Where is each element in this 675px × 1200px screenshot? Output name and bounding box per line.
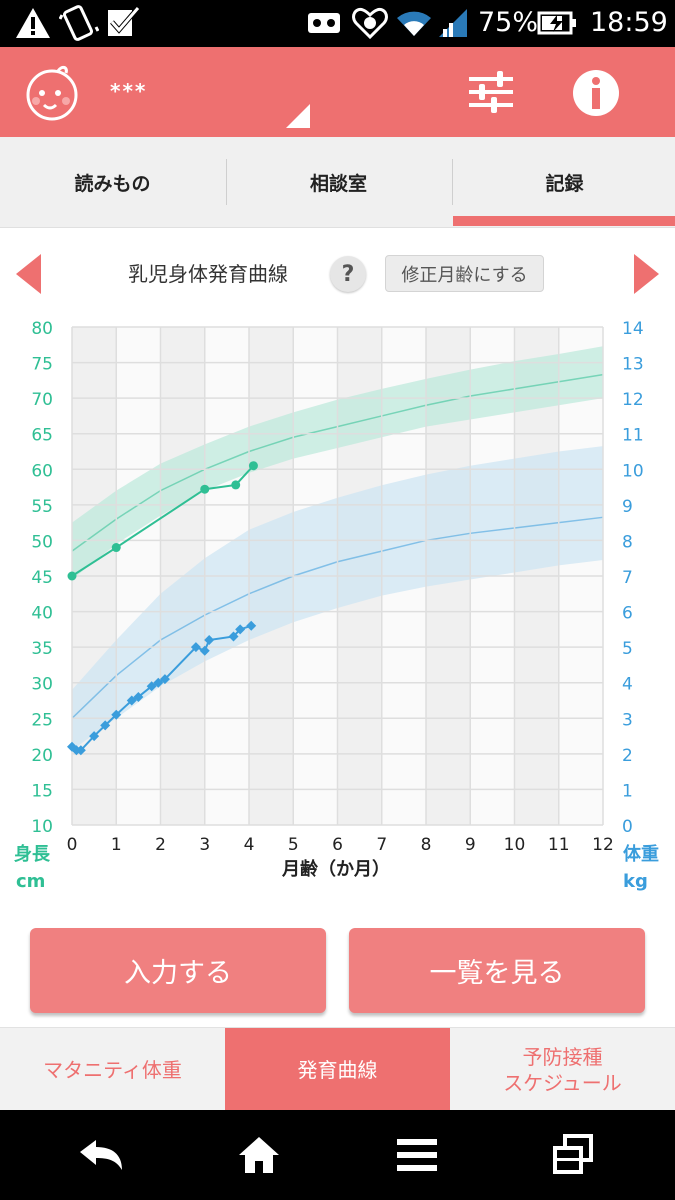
home-icon[interactable] [234,1130,284,1180]
left-axis-tick-label: 75 [31,355,53,375]
back-icon[interactable] [76,1130,126,1180]
right-axis-tick-label: 10 [622,461,644,481]
top-tabs: 読みもの 相談室 記録 [0,137,675,228]
x-axis-tick-label: 7 [376,835,387,855]
x-axis-tick-label: 1 [111,835,122,855]
left-axis-unit: cm [16,871,45,892]
info-icon[interactable] [572,69,620,117]
help-button[interactable]: ? [330,256,366,292]
tab-reading[interactable]: 読みもの [0,137,225,228]
wifi-icon [394,6,434,40]
height-data-point [200,485,209,494]
x-axis-tick-label: 3 [199,835,210,855]
right-axis-tick-label: 8 [622,532,633,552]
left-axis-tick-label: 55 [31,497,53,517]
right-axis-tick-label: 5 [622,639,633,659]
bottom-tabs: マタニティ体重 発育曲線 予防接種 スケジュール [0,1027,675,1110]
settings-sliders-icon[interactable] [467,69,515,115]
left-axis-tick-label: 80 [31,319,53,339]
height-data-point [68,572,77,581]
tab-growth-curve[interactable]: 発育曲線 [225,1028,450,1111]
left-axis-tick-label: 25 [31,710,53,730]
view-list-button[interactable]: 一覧を見る [349,928,645,1013]
right-axis-tick-label: 6 [622,604,633,624]
x-axis-tick-label: 9 [465,835,476,855]
height-data-point [112,543,121,552]
child-name[interactable]: *** [110,79,147,103]
right-axis-tick-label: 11 [622,426,644,446]
right-axis-tick-label: 0 [622,817,633,837]
x-axis-tick-label: 11 [548,835,570,855]
x-axis-label: 月齢（か月） [281,858,390,880]
app-bar: *** [0,47,675,137]
next-chart-arrow-icon[interactable] [634,254,659,294]
status-bar: 75% 18:59 [0,0,675,47]
input-button[interactable]: 入力する [30,928,326,1013]
growth-chart: 1015202530354045505560657075800123456789… [0,310,675,900]
tab-maternity-weight[interactable]: マタニティ体重 [0,1028,225,1111]
baby-avatar-icon[interactable] [22,65,86,121]
previous-chart-arrow-icon[interactable] [16,254,41,294]
tab-vaccination-schedule[interactable]: 予防接種 スケジュール [450,1028,675,1111]
x-axis-tick-label: 6 [332,835,343,855]
left-axis-tick-label: 10 [31,817,53,837]
right-axis-tick-label: 12 [622,390,644,410]
right-axis-unit: kg [623,871,648,892]
left-axis-tick-label: 60 [31,461,53,481]
battery-percent: 75% [478,5,538,41]
x-axis-tick-label: 0 [67,835,78,855]
right-axis-tick-label: 1 [622,781,633,801]
right-axis-tick-label: 13 [622,355,644,375]
left-axis-tick-label: 35 [31,639,53,659]
clock: 18:59 [590,5,668,41]
chart-title: 乳児身体発育曲線 [128,258,288,287]
right-axis-tick-label: 14 [622,319,644,339]
check-icon [106,6,142,40]
right-axis-tick-label: 4 [622,675,633,695]
left-axis-tick-label: 45 [31,568,53,588]
x-axis-tick-label: 12 [592,835,614,855]
x-axis-tick-label: 2 [155,835,166,855]
tab-vaccination-line1: 予防接種 [523,1044,603,1070]
phone-vibrate-icon [58,6,100,40]
right-axis-tick-label: 3 [622,710,633,730]
x-axis-tick-label: 4 [244,835,255,855]
x-axis-tick-label: 10 [504,835,526,855]
left-axis-tick-label: 40 [31,604,53,624]
navigation-bar [0,1110,675,1200]
recent-apps-icon[interactable] [548,1130,598,1180]
height-data-point [249,461,258,470]
tab-selected-indicator [453,216,675,226]
menu-icon[interactable] [392,1130,442,1180]
right-axis-tick-label: 7 [622,568,633,588]
tab-consultation[interactable]: 相談室 [226,137,451,228]
warning-icon [14,6,52,40]
corrected-age-button[interactable]: 修正月齢にする [385,255,544,292]
right-axis-tick-label: 2 [622,746,633,766]
voicemail-icon [305,6,343,40]
left-axis-tick-label: 65 [31,426,53,446]
height-data-point [231,480,240,489]
signal-icon [436,6,470,40]
left-axis-tick-label: 15 [31,781,53,801]
right-axis-tick-label: 9 [622,497,633,517]
right-axis-label: 体重 [623,843,659,865]
x-axis-tick-label: 5 [288,835,299,855]
left-axis-tick-label: 50 [31,532,53,552]
x-axis-tick-label: 8 [421,835,432,855]
tab-records[interactable]: 記録 [452,137,675,228]
left-axis-tick-label: 70 [31,390,53,410]
left-axis-label: 身長 [14,843,51,865]
health-icon [351,6,389,40]
tab-vaccination-line2: スケジュール [503,1070,622,1096]
dropdown-corner-icon[interactable] [286,104,310,128]
left-axis-tick-label: 20 [31,746,53,766]
battery-charging-icon [536,6,578,40]
left-axis-tick-label: 30 [31,675,53,695]
